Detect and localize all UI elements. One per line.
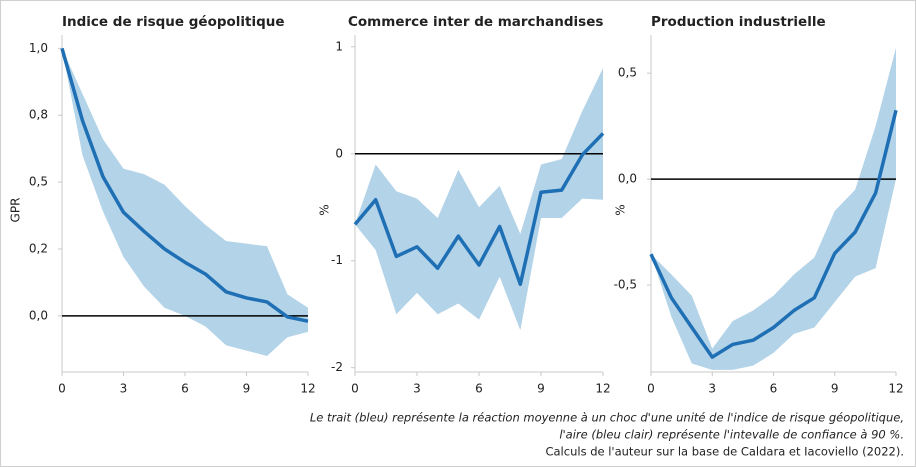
chart-title: Indice de risque géopolitique (62, 14, 285, 30)
y-tick-label: -0,5 (614, 278, 637, 292)
y-tick-label: -2 (331, 360, 343, 374)
x-tick-label: 6 (475, 382, 483, 396)
x-tick-label: 9 (537, 382, 545, 396)
y-tick-label: 0,2 (29, 241, 48, 255)
y-tick-label: 0,0 (29, 308, 48, 322)
line (649, 109, 898, 359)
x-tick-label: 3 (120, 382, 128, 396)
note: l'aire (bleu clair) représente l'inteval… (559, 428, 904, 442)
x-tick-label: 3 (708, 382, 716, 396)
x-tick-label: 9 (243, 382, 251, 396)
y-tick-label: 1 (335, 39, 343, 53)
note: Le trait (bleu) représente la réaction m… (310, 411, 904, 425)
x-tick-label: 9 (831, 382, 839, 396)
y-tick-label: 0,5 (618, 66, 637, 80)
confidence-band (62, 48, 308, 356)
x-tick-label: 12 (300, 382, 315, 396)
y-axis-label: % (614, 204, 628, 215)
y-axis-label: % (318, 204, 332, 215)
chart-title: Commerce inter de marchandises (348, 14, 603, 30)
x-tick-label: 12 (595, 382, 610, 396)
note: Calculs de l'auteur sur la base de Calda… (545, 445, 904, 459)
x-tick-label: 0 (58, 382, 66, 396)
x-tick-label: 12 (888, 382, 903, 396)
confidence-band (355, 68, 603, 331)
y-tick-label: 0,0 (618, 172, 637, 186)
x-tick-label: 0 (647, 382, 655, 396)
chart-title: Production industrielle (651, 14, 826, 30)
y-tick-label: -1 (331, 253, 343, 267)
x-tick-label: 0 (351, 382, 359, 396)
y-tick-label: 0 (335, 146, 343, 160)
x-tick-label: 3 (413, 382, 421, 396)
y-axis-label: GPR (9, 198, 23, 223)
y-tick-label: 1,0 (29, 41, 48, 55)
line (60, 47, 309, 323)
y-tick-label: 0,8 (29, 108, 48, 122)
y-tick-label: 0,5 (29, 175, 48, 189)
x-tick-label: 6 (770, 382, 778, 396)
line (353, 132, 605, 287)
x-tick-label: 6 (181, 382, 189, 396)
confidence-band (651, 47, 896, 370)
